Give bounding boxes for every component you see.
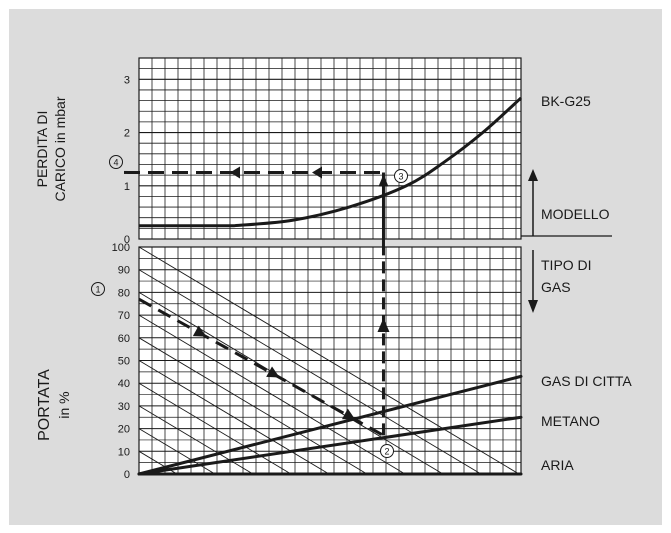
bottom-diagonal-line	[139, 314, 406, 474]
step-3-label: 3	[398, 172, 403, 182]
step-marker-2: 2	[380, 444, 394, 458]
step-4-label: 4	[113, 158, 118, 168]
bottom-y-tick-label: 40	[118, 378, 130, 390]
bottom-y-tick-label: 30	[118, 401, 130, 413]
bottom-y-tick-label: 20	[118, 424, 130, 436]
gas-di-citta-label: GAS DI CITTA	[541, 373, 632, 389]
step-marker-4: 4	[109, 155, 123, 169]
bottom-y-title-line2: in %	[56, 391, 72, 418]
tipo-di-gas-line1: TIPO DI	[541, 257, 592, 273]
top-y-title-line2: CARICO in mbar	[52, 96, 68, 201]
bottom-diagonal-line	[139, 405, 254, 474]
top-y-ticks: 0 1 2 3	[124, 74, 130, 246]
top-grid	[139, 58, 521, 239]
bottom-y-title-line1: PORTATA	[36, 369, 53, 441]
bottom-diagonal-line	[139, 382, 292, 474]
step-marker-1: 1	[91, 282, 105, 296]
arrow-down-icon	[528, 300, 538, 313]
bottom-y-tick-label: 70	[118, 310, 130, 322]
top-y-tick-label: 2	[124, 128, 130, 140]
bottom-diagonal-line	[139, 269, 482, 474]
bottom-diagonal-line	[139, 292, 444, 474]
bottom-diagonal-line	[139, 360, 330, 474]
arrow-up-icon	[377, 318, 390, 332]
top-y-tick-label: 0	[124, 234, 130, 246]
gas-line-gas-di-citta	[137, 374, 523, 476]
top-y-axis-title: PERDITA DI CARICO in mbar	[34, 96, 68, 201]
aria-label: ARIA	[541, 457, 574, 473]
top-plot-area	[139, 58, 521, 239]
bottom-diagonal-line	[139, 247, 520, 474]
bottom-plot-border	[138, 246, 522, 475]
bottom-reading-path	[138, 247, 390, 437]
bottom-y-tick-label: 60	[118, 333, 130, 345]
tipo-di-gas-line2: GAS	[541, 279, 571, 295]
top-plot-border	[138, 57, 522, 240]
bottom-y-ticks: 0 10 20 30 40 50 60 70 80 90 100	[112, 242, 130, 481]
modello-label: MODELLO	[541, 206, 610, 222]
bottom-chart: 0 10 20 30 40 50 60 70 80 90 100	[112, 242, 523, 481]
arrow-left-icon	[312, 166, 322, 179]
top-chart: 0 1 2 3	[124, 57, 523, 247]
bottom-diagonal-line	[139, 337, 368, 474]
arrow-up-icon	[528, 169, 538, 181]
step-2-label: 2	[384, 447, 389, 457]
arrow-diagonal-icon	[266, 366, 280, 378]
gas-line-metano	[137, 415, 523, 476]
bottom-y-tick-label: 100	[112, 242, 130, 254]
step-marker-3: 3	[394, 169, 408, 183]
bottom-diagonal-line	[139, 428, 216, 474]
arrow-up-icon	[378, 174, 389, 187]
arrow-left-icon	[230, 166, 240, 179]
bottom-y-tick-label: 50	[118, 356, 130, 368]
bottom-grid	[139, 247, 521, 474]
step-1-label: 1	[95, 285, 100, 295]
top-y-tick-label: 1	[124, 181, 130, 193]
model-label: BK-G25	[541, 93, 591, 109]
bottom-y-tick-label: 0	[124, 469, 130, 481]
top-y-tick-label: 3	[124, 74, 130, 86]
arrow-diagonal-icon	[341, 408, 356, 420]
top-y-title-line1: PERDITA DI	[34, 111, 50, 188]
bottom-y-tick-label: 10	[118, 446, 130, 458]
arrow-diagonal-icon	[192, 325, 207, 337]
bottom-y-axis-title: PORTATA in %	[36, 369, 72, 441]
top-reading-path	[124, 166, 389, 247]
bk-g25-curve	[139, 96, 523, 228]
reading-diagonal	[138, 297, 385, 437]
metano-label: METANO	[541, 413, 600, 429]
bottom-y-tick-label: 80	[118, 287, 130, 299]
bottom-y-tick-label: 90	[118, 265, 130, 277]
